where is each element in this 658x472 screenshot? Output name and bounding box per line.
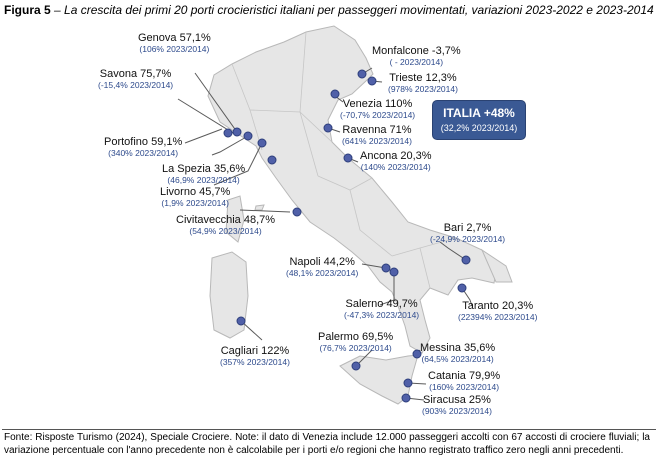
port-label-siracusa: Siracusa 25% (903% 2023/2014) <box>422 394 492 416</box>
port-label-la-spezia: La Spezia 35,6% (46,9% 2023/2014) <box>162 163 245 185</box>
port-label-cagliari: Cagliari 122% (357% 2023/2014) <box>220 345 290 367</box>
port-name: Ravenna 71% <box>342 124 412 136</box>
italy-total-badge: ITALIA +48% (32,2% 2023/2014) <box>432 100 526 140</box>
port-name: Trieste 12,3% <box>389 72 457 84</box>
port-change-2014: (-24,9% 2023/2014) <box>430 233 506 244</box>
port-change-2014: (-47,3% 2023/2014) <box>344 309 420 320</box>
port-marker-la-spezia <box>257 138 267 148</box>
port-marker-savona <box>223 128 233 138</box>
port-marker-bari <box>461 255 471 265</box>
italy-total-sub: (32,2% 2023/2014) <box>440 123 518 133</box>
port-change-2014: (22394% 2023/2014) <box>458 311 538 322</box>
port-label-civitavecchia: Civitavecchia 48,7% (54,9% 2023/2014) <box>176 214 275 236</box>
port-label-trieste: Trieste 12,3% (978% 2023/2014) <box>388 72 458 94</box>
sardinia <box>209 251 249 339</box>
port-label-ravenna: Ravenna 71% (641% 2023/2014) <box>342 124 412 146</box>
port-name: Genova 57,1% <box>138 32 211 44</box>
port-marker-trieste <box>367 76 377 86</box>
port-marker-portofino <box>243 131 253 141</box>
port-marker-cagliari <box>236 316 246 326</box>
port-change-2014: (357% 2023/2014) <box>220 356 290 367</box>
port-change-2014: (48,1% 2023/2014) <box>286 267 359 278</box>
port-change-2014: (76,7% 2023/2014) <box>319 342 392 353</box>
italy-map <box>177 25 513 405</box>
port-marker-ravenna <box>323 123 333 133</box>
italy-total-label: ITALIA +48% <box>443 106 515 120</box>
port-marker-salerno <box>389 267 399 277</box>
port-name: Ancona 20,3% <box>360 150 432 162</box>
figure-title: Figura 5 – La crescita dei primi 20 port… <box>4 3 654 17</box>
port-marker-livorno <box>267 155 277 165</box>
port-label-bari: Bari 2,7% (-24,9% 2023/2014) <box>430 222 505 244</box>
port-change-2014: (978% 2023/2014) <box>388 83 458 94</box>
leader-lines <box>177 67 473 401</box>
port-label-catania: Catania 79,9% (160% 2023/2014) <box>428 370 500 392</box>
port-change-2014: (-15,4% 2023/2014) <box>98 79 174 90</box>
footnote: Fonte: Risposte Turismo (2024), Speciale… <box>4 432 650 456</box>
italy-mainland <box>207 25 498 354</box>
port-change-2014: (46,9% 2023/2014) <box>167 174 240 185</box>
port-name: Palermo 69,5% <box>318 331 394 343</box>
port-name: Salerno 49,7% <box>345 298 418 310</box>
port-label-napoli: Napoli 44,2% (48,1% 2023/2014) <box>286 256 358 278</box>
elba <box>254 204 265 211</box>
port-label-monfalcone: Monfalcone -3,7% ( - 2023/2014) <box>372 45 461 67</box>
port-name: Taranto 20,3% <box>462 300 534 312</box>
port-name: Livorno 45,7% <box>160 186 231 198</box>
port-change-2014: (54,9% 2023/2014) <box>189 225 262 236</box>
corsica <box>225 195 245 243</box>
port-name: Cagliari 122% <box>220 345 290 357</box>
figure-number: Figura 5 <box>4 3 51 17</box>
port-label-livorno: Livorno 45,7% (1,9% 2023/2014) <box>160 186 230 208</box>
port-marker-taranto <box>457 283 467 293</box>
port-marker-palermo <box>351 361 361 371</box>
port-label-salerno: Salerno 49,7% (-47,3% 2023/2014) <box>344 298 419 320</box>
port-marker-siracusa <box>401 393 411 403</box>
port-label-portofino: Portofino 59,1% (340% 2023/2014) <box>104 136 182 158</box>
port-name: Bari 2,7% <box>443 222 492 234</box>
port-name: Catania 79,9% <box>428 370 501 382</box>
port-marker-civitavecchia <box>292 207 302 217</box>
port-label-savona: Savona 75,7% (-15,4% 2023/2014) <box>98 68 173 90</box>
port-marker-monfalcone <box>357 69 367 79</box>
port-name: Messina 35,6% <box>420 342 496 354</box>
port-change-2014: (140% 2023/2014) <box>360 161 431 172</box>
port-marker-catania <box>403 378 413 388</box>
figure-caption: – La crescita dei primi 20 porti crocier… <box>50 3 654 17</box>
port-name: Monfalcone -3,7% <box>372 45 461 57</box>
port-name: Portofino 59,1% <box>104 136 183 148</box>
port-change-2014: (340% 2023/2014) <box>108 147 179 158</box>
footnote-divider <box>2 429 656 430</box>
port-change-2014: (-70,7% 2023/2014) <box>340 109 416 120</box>
port-change-2014: (106% 2023/2014) <box>139 43 210 54</box>
port-name: La Spezia 35,6% <box>162 163 246 175</box>
port-marker-venezia <box>330 89 340 99</box>
port-marker-messina <box>412 349 422 359</box>
port-name: Siracusa 25% <box>423 394 491 406</box>
port-name: Savona 75,7% <box>99 68 172 80</box>
port-name: Napoli 44,2% <box>289 256 355 268</box>
port-label-ancona: Ancona 20,3% (140% 2023/2014) <box>360 150 432 172</box>
port-label-genova: Genova 57,1% (106% 2023/2014) <box>138 32 211 54</box>
port-label-venezia: Venezia 110% (-70,7% 2023/2014) <box>340 98 415 120</box>
port-marker-ancona <box>343 153 353 163</box>
port-marker-genova <box>232 127 242 137</box>
port-marker-napoli <box>381 263 391 273</box>
port-change-2014: ( - 2023/2014) <box>389 56 444 67</box>
port-change-2014: (641% 2023/2014) <box>342 135 412 146</box>
port-label-messina: Messina 35,6% (64,5% 2023/2014) <box>420 342 495 364</box>
puglia-heel <box>480 248 513 283</box>
port-label-palermo: Palermo 69,5% (76,7% 2023/2014) <box>318 331 393 353</box>
port-change-2014: (1,9% 2023/2014) <box>161 197 229 208</box>
port-name: Civitavecchia 48,7% <box>176 214 276 226</box>
port-name: Venezia 110% <box>342 98 413 110</box>
region-borders <box>231 31 457 289</box>
port-change-2014: (903% 2023/2014) <box>422 405 492 416</box>
port-change-2014: (160% 2023/2014) <box>429 381 500 392</box>
port-markers <box>223 69 471 403</box>
port-change-2014: (64,5% 2023/2014) <box>421 353 494 364</box>
port-label-taranto: Taranto 20,3% (22394% 2023/2014) <box>458 300 537 322</box>
